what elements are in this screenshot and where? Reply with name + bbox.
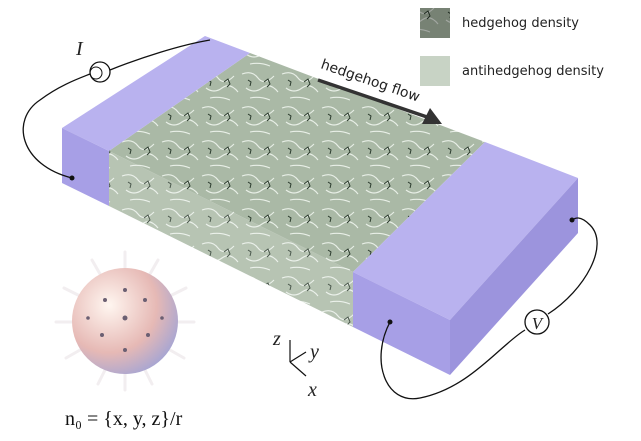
axis-z: z	[272, 328, 281, 350]
hedgehog-sphere	[72, 268, 178, 374]
legend-label: hedgehog density	[462, 16, 579, 31]
contact-dot	[388, 320, 393, 325]
current-label: I	[75, 38, 84, 60]
legend-swatch	[420, 56, 450, 86]
axis-y: y	[308, 341, 319, 363]
axis-x: x	[307, 379, 317, 401]
diagram: I V hedgehog flow hedgehog density antih…	[0, 0, 641, 441]
legend-label: antihedgehog density	[462, 64, 604, 79]
contact-dot	[570, 218, 575, 223]
legend-swatch	[420, 8, 450, 38]
contact-dot	[70, 176, 75, 181]
axes	[290, 340, 306, 376]
formula: n₀ = {x, y, z}/r	[65, 408, 183, 430]
current-source	[90, 62, 110, 82]
